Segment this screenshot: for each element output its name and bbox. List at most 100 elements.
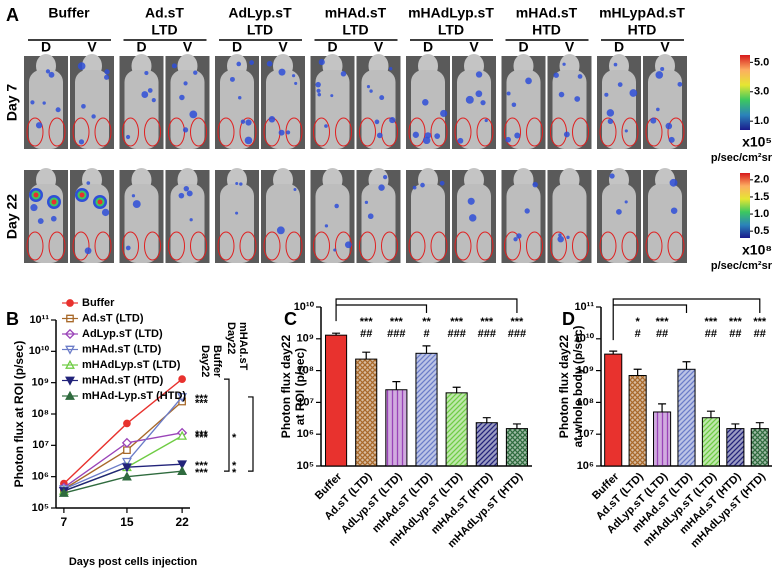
signal-spot (624, 200, 628, 204)
view-label: V (469, 39, 479, 55)
bar (475, 422, 498, 467)
comparison-label: Buffer (211, 345, 223, 378)
significance: * (232, 432, 237, 444)
y-axis-label: Photon flux day22 (557, 335, 571, 439)
signal-spot (558, 91, 565, 98)
mouse-body (266, 184, 300, 263)
signal-spot (334, 203, 339, 209)
signal-spot (276, 226, 285, 235)
mouse-body (29, 70, 63, 149)
signal-spot (374, 119, 380, 125)
signal-spot (171, 63, 177, 69)
error-bar (682, 361, 691, 370)
signal-spot (268, 116, 276, 123)
signal-spot (514, 132, 521, 139)
bar (385, 389, 408, 467)
y-tick-label: 10⁵ (297, 460, 314, 472)
signal-spot (475, 71, 483, 78)
significance: *** (195, 467, 209, 479)
roi (217, 117, 235, 147)
signal-spot (125, 134, 131, 140)
signal-spot (236, 61, 242, 67)
signal-spot (131, 194, 136, 198)
roi (72, 231, 90, 261)
roi (72, 117, 90, 147)
roi (313, 117, 330, 147)
significance: *** (511, 316, 525, 328)
group-name: mHAd.sT (516, 5, 578, 21)
y-tick-label: 10¹¹ (574, 301, 594, 313)
signal-spot (189, 110, 198, 119)
signal-spot (655, 71, 664, 79)
signal-spot (566, 235, 570, 239)
mouse-body (411, 184, 445, 263)
panel-label: B (6, 309, 19, 329)
group-dose: HTD (532, 22, 561, 38)
signal-spot (104, 69, 110, 75)
signal-spot (553, 72, 559, 78)
signal-spot (291, 74, 296, 78)
error-bar (392, 381, 401, 390)
group-name: Ad.sT (145, 5, 184, 21)
y-tick-label: 10⁸ (32, 408, 49, 420)
data-point (177, 465, 188, 475)
colorbar-tick-label: 1.0 (754, 115, 769, 127)
signal-spot (412, 185, 417, 190)
signal-spot (378, 184, 385, 191)
error-bar (755, 422, 764, 429)
x-tick-label: 7 (61, 515, 68, 529)
error-bar (658, 403, 667, 412)
y-tick-label: 10¹⁰ (574, 333, 595, 345)
mouse-body (361, 184, 396, 263)
error-bar (482, 417, 491, 423)
signal-spot (286, 130, 291, 135)
significance: ### (387, 328, 405, 340)
signal-spot (81, 103, 86, 109)
mouse-body (124, 184, 159, 263)
mouse-body (170, 70, 205, 149)
signal-spot (366, 85, 371, 89)
colorbar-tick-label: 1.5 (754, 191, 769, 203)
signal-spot (235, 182, 239, 186)
data-point (123, 446, 131, 455)
signal-spot (266, 60, 273, 67)
signal-spot (235, 211, 239, 215)
mouse-body (648, 70, 682, 149)
error-bar (422, 345, 431, 354)
signal-spot (577, 74, 583, 79)
y-tick-label: 10⁶ (32, 471, 49, 483)
signal-spot (240, 119, 246, 124)
bar (604, 353, 623, 467)
legend-label: Ad.sT (LTD) (82, 312, 144, 324)
view-label: D (327, 39, 337, 55)
data-point (122, 471, 132, 481)
bracket (612, 298, 761, 341)
y-tick-label: 10⁷ (297, 396, 314, 408)
signal-spot (86, 181, 91, 185)
signal-spot (141, 91, 149, 98)
signal-spot (132, 200, 141, 209)
signal-spot (606, 109, 615, 117)
mouse-body (552, 184, 587, 263)
signal-spot (179, 94, 185, 101)
x-tick-label: 22 (175, 515, 189, 529)
data-point (177, 430, 188, 440)
significance: * (232, 467, 237, 479)
signal-spot (151, 98, 156, 103)
roi (144, 117, 161, 147)
significance: *** (450, 316, 464, 328)
mouse-body (648, 184, 682, 263)
y-axis-label: at whole body (p/sec) (571, 325, 585, 447)
signal-spot (239, 182, 243, 186)
signal-spot (660, 66, 665, 72)
roi (122, 231, 139, 261)
mouse-body (602, 70, 636, 149)
signal-spot (668, 136, 675, 143)
y-tick-label: 10⁷ (577, 428, 594, 440)
group-name: mHAdLyp.sT (408, 5, 494, 21)
roi (599, 117, 617, 147)
signal-spot (617, 82, 623, 87)
view-label: V (87, 39, 97, 55)
error-bar (706, 410, 715, 418)
signal-spot (465, 95, 474, 104)
